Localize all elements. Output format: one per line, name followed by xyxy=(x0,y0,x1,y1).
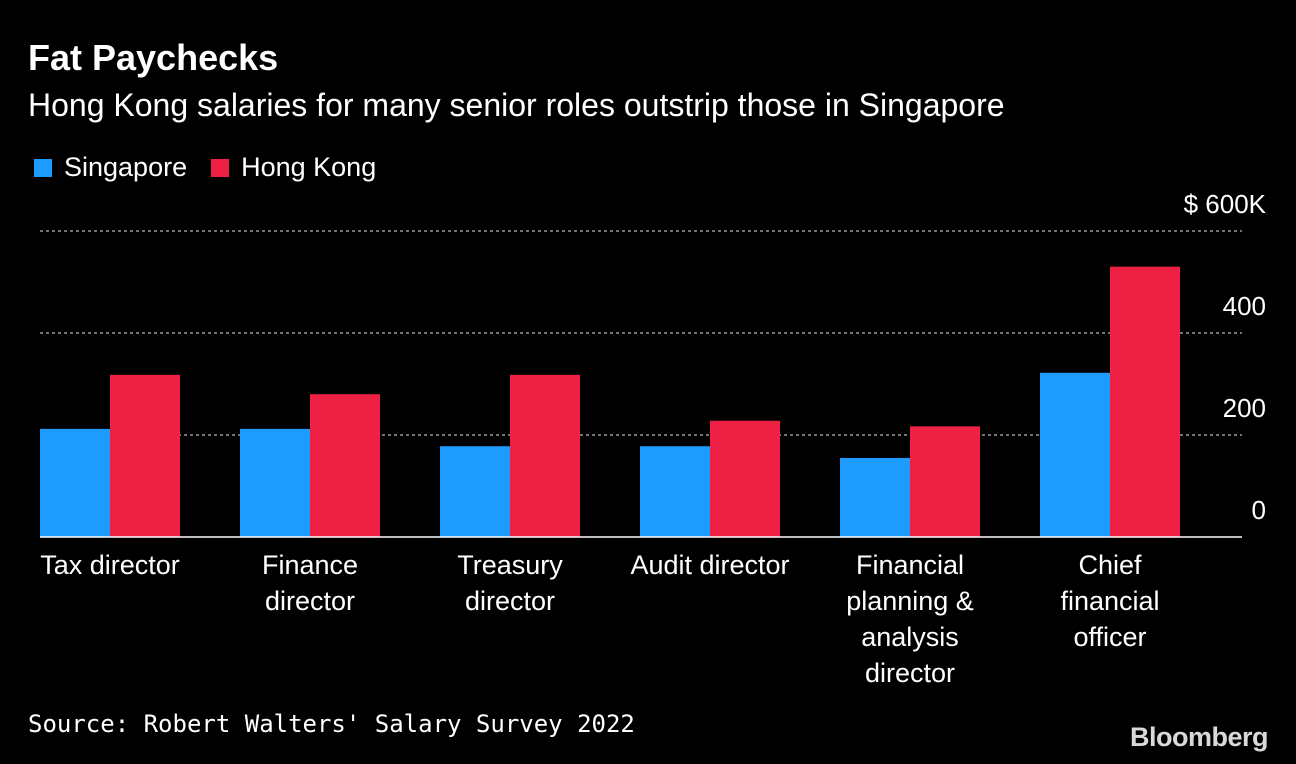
bar-hong-kong xyxy=(110,374,180,537)
legend-label-hong-kong: Hong Kong xyxy=(241,152,377,182)
y-tick-label: 200 xyxy=(1223,393,1266,423)
x-tick-label: Treasury director xyxy=(457,550,563,616)
bar-singapore xyxy=(40,428,110,537)
x-tick-label: Audit director xyxy=(630,550,789,580)
bar-hong-kong xyxy=(310,394,380,537)
x-tick-label: Finance director xyxy=(262,550,358,616)
bar-hong-kong xyxy=(910,426,980,537)
bar-hong-kong xyxy=(1110,266,1180,537)
x-tick-label: Financial planning & analysis director xyxy=(846,550,974,688)
legend-item-singapore: Singapore xyxy=(34,152,187,183)
x-tick-label: Chief financial officer xyxy=(1060,550,1159,652)
bar-singapore xyxy=(240,428,310,537)
chart-title: Fat Paychecks xyxy=(28,37,279,78)
bar-hong-kong xyxy=(510,374,580,537)
chart-subtitle: Hong Kong salaries for many senior roles… xyxy=(28,87,1005,123)
bar-singapore xyxy=(1040,372,1110,537)
legend-swatch-singapore xyxy=(34,158,52,177)
bar-singapore xyxy=(440,446,510,537)
legend-swatch-hong-kong xyxy=(211,158,230,177)
y-tick-label: 400 xyxy=(1223,291,1266,321)
x-tick-label: Tax director xyxy=(40,550,180,580)
y-tick-label: 0 xyxy=(1252,495,1266,525)
legend-item-hong-kong: Hong Kong xyxy=(211,152,376,183)
bar-singapore xyxy=(640,446,710,537)
legend: Singapore Hong Kong xyxy=(34,152,400,183)
bar-singapore xyxy=(840,457,910,537)
bar-hong-kong xyxy=(710,420,780,537)
bloomberg-logo: Bloomberg xyxy=(1129,722,1269,752)
source-note: Source: Robert Walters' Salary Survey 20… xyxy=(28,710,635,738)
legend-label-singapore: Singapore xyxy=(64,152,188,182)
y-tick-label: $ 600K xyxy=(1184,189,1267,219)
